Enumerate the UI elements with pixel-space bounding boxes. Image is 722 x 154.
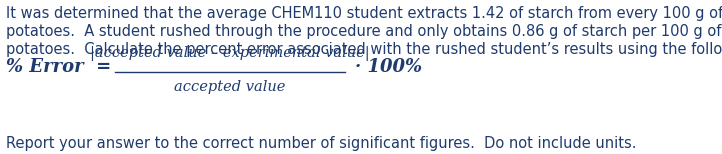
- Text: It was determined that the average CHEM110 student extracts 1.42 of starch from : It was determined that the average CHEM1…: [6, 6, 722, 21]
- Text: Report your answer to the correct number of significant figures.  Do not include: Report your answer to the correct number…: [6, 136, 637, 151]
- Text: % Error  =: % Error =: [6, 58, 111, 76]
- Text: · 100%: · 100%: [355, 58, 422, 76]
- Text: |accepted value – experimental value|: |accepted value – experimental value|: [90, 46, 370, 61]
- Text: accepted value: accepted value: [174, 80, 286, 94]
- Text: potatoes.  Calculate the percent error associated with the rushed student’s resu: potatoes. Calculate the percent error as…: [6, 42, 722, 57]
- Text: potatoes.  A student rushed through the procedure and only obtains 0.86 g of sta: potatoes. A student rushed through the p…: [6, 24, 722, 39]
